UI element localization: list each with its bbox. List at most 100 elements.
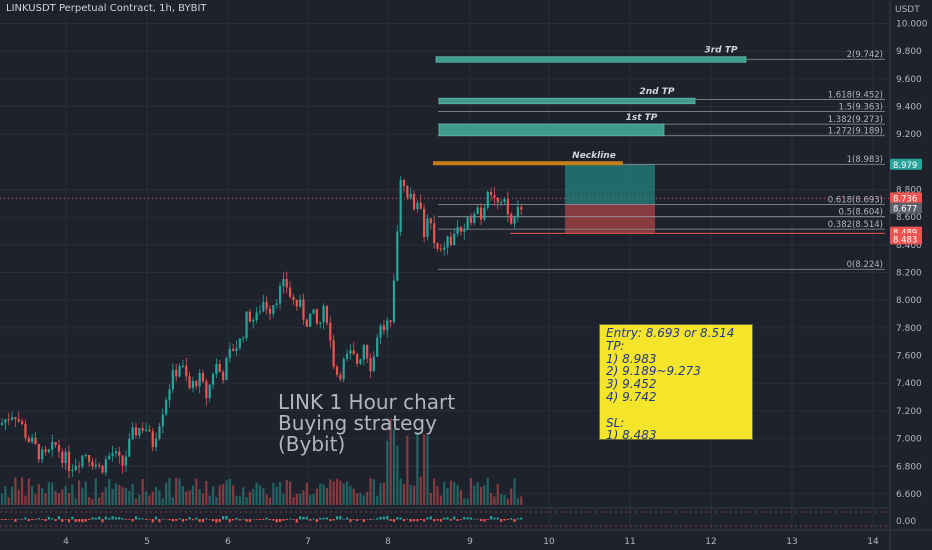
candle-body [151, 431, 154, 448]
candle-body [158, 426, 161, 439]
candle-body [88, 455, 91, 462]
oscillator-bar [419, 519, 422, 520]
oscillator-bar [215, 519, 218, 523]
oscillator-bar [108, 518, 111, 520]
volume-bar [151, 491, 154, 505]
volume-bar [386, 440, 389, 505]
candle-body [195, 381, 198, 387]
oscillator-bar [225, 516, 228, 520]
candle-body [228, 348, 231, 358]
volume-bar [0, 493, 4, 505]
y-tick-label: 7.000 [896, 435, 922, 445]
candle-body [215, 363, 218, 375]
volume-bar [148, 495, 151, 505]
candle-body [463, 229, 466, 232]
candle-body [305, 319, 308, 327]
candle-body [516, 207, 519, 218]
candle-body [238, 338, 241, 349]
volume-bar [520, 496, 523, 505]
candle-body [466, 217, 469, 230]
candle-body [285, 279, 288, 288]
oscillator-bar [218, 519, 221, 522]
volume-bar [245, 497, 248, 505]
candle-body [0, 422, 4, 425]
volume-bar [473, 485, 476, 505]
note-tp2: 2) 9.189~9.273 [606, 364, 701, 379]
fib-level-label: 0.382(8.514) [828, 220, 883, 230]
candle-body [211, 374, 215, 385]
volume-bar [215, 496, 218, 505]
volume-bar [389, 418, 392, 505]
oscillator-bar [88, 519, 91, 521]
volume-bar [456, 485, 459, 505]
volume-bar [309, 494, 312, 505]
oscillator-bar [486, 519, 489, 520]
volume-bar [513, 478, 516, 505]
x-tick-label: 8 [385, 537, 391, 547]
candle-body [208, 384, 211, 399]
candle-body [275, 303, 278, 305]
oscillator-bar [248, 519, 251, 522]
oscillator-bar [416, 519, 419, 522]
oscillator-bar [503, 519, 506, 521]
volume-bar [108, 479, 111, 505]
oscillator-bar [155, 516, 158, 520]
oscillator-bar [278, 519, 282, 522]
candle-body [47, 449, 50, 452]
candle-body [459, 227, 463, 232]
oscillator-bar [232, 519, 235, 521]
volume-bar [84, 481, 87, 505]
oscillator-bar [516, 518, 519, 520]
oscillator-bar [332, 519, 335, 521]
candle-body [81, 455, 84, 467]
candle-body [506, 198, 509, 215]
oscillator-bar [469, 517, 473, 520]
candle-body [278, 286, 282, 304]
candle-body [21, 421, 24, 425]
oscillator-bar [175, 519, 178, 521]
volume-bar [319, 483, 322, 505]
candle-body [469, 217, 473, 223]
strategy-note[interactable]: Entry: 8.693 or 8.514 TP: 1) 8.983 2) 9.… [599, 324, 753, 442]
volume-bar [225, 480, 228, 505]
oscillator-bar [168, 519, 171, 521]
volume-bar [272, 483, 275, 505]
volume-bar [248, 491, 251, 505]
volume-bar [61, 489, 64, 505]
oscillator-bar [309, 519, 312, 521]
symbol-title: LINKUSDT Perpetual Contract, 1h, BYBIT [6, 3, 207, 14]
volume-bar [459, 489, 463, 505]
oscillator-bar [510, 518, 513, 520]
oscillator-bar [81, 519, 84, 523]
y-tick-label: 6.800 [896, 462, 922, 472]
volume-bar [155, 486, 158, 505]
volume-bar [181, 486, 184, 505]
candle-body [322, 305, 325, 323]
oscillator-bar [473, 518, 476, 520]
volume-group [0, 418, 523, 505]
candle-body [198, 373, 201, 387]
oscillator-bar [476, 519, 479, 520]
volume-bar [228, 478, 231, 505]
candle-body [496, 197, 499, 203]
x-tick-label: 14 [867, 537, 879, 547]
candle-body [396, 231, 399, 281]
candle-body [476, 207, 479, 214]
neckline-label: Neckline [572, 151, 616, 161]
oscillator-bar [483, 519, 486, 522]
volume-bar [372, 478, 375, 505]
candle-body [74, 465, 77, 470]
candle-body [439, 248, 442, 250]
y-tick-label: 7.200 [896, 407, 922, 417]
candle-body [352, 350, 355, 355]
candle-body [181, 365, 184, 367]
candle-body [372, 356, 375, 372]
oscillator-bar [222, 516, 225, 520]
volume-bar [161, 498, 164, 505]
volume-bar [121, 486, 124, 505]
note-sl-header: SL: [606, 415, 625, 430]
volume-bar [205, 481, 208, 505]
oscillator-bar [456, 519, 459, 521]
